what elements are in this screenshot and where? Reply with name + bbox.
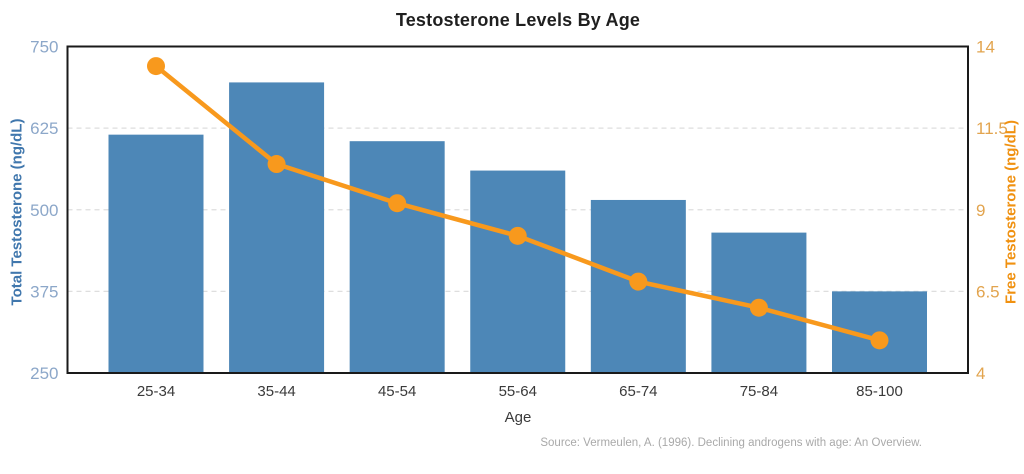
bar-45-54: [349, 141, 445, 373]
chart-title: Testosterone Levels By Age: [395, 10, 641, 30]
plot-border: [66, 45, 969, 374]
line-point-35-44: [267, 155, 286, 174]
right-axis-tick: 6.5: [976, 282, 1000, 301]
left-axis-tick: 500: [30, 201, 58, 220]
right-axis-tick: 9: [976, 201, 985, 220]
right-axis-tick: 4: [976, 364, 985, 383]
bar-35-44: [229, 82, 325, 373]
x-axis-tick: 75-84: [740, 383, 778, 400]
line-point-85-100: [870, 331, 889, 350]
line-point-65-74: [629, 272, 648, 291]
x-axis-tick: 45-54: [378, 383, 416, 400]
left-axis-tick: 250: [30, 364, 58, 383]
left-axis-tick: 750: [30, 38, 58, 57]
x-axis-tick: 55-64: [499, 383, 537, 400]
x-axis-tick: 85-100: [856, 383, 903, 400]
source-note: Source: Vermeulen, A. (1996). Declining …: [540, 437, 922, 449]
left-axis-tick: 625: [30, 119, 58, 138]
bar-55-64: [470, 170, 566, 373]
x-axis-tick: 65-74: [619, 383, 657, 400]
x-axis-tick: 35-44: [257, 383, 295, 400]
x-axis-tick: 25-34: [137, 383, 175, 400]
right-axis-tick: 14: [976, 38, 995, 57]
y-axis-label-right: Free Testosterone (ng/dL): [1002, 120, 1020, 304]
line-point-55-64: [508, 226, 527, 245]
x-axis-label: Age: [504, 409, 532, 426]
bar-25-34: [108, 134, 204, 373]
line-point-45-54: [388, 194, 407, 213]
left-axis-tick: 375: [30, 282, 58, 301]
line-point-25-34: [147, 57, 165, 76]
right-axis-tick: 11.5: [976, 119, 1008, 138]
line-point-75-84: [749, 298, 768, 317]
y-axis-label-left: Total Testosterone (ng/dL): [8, 118, 26, 306]
